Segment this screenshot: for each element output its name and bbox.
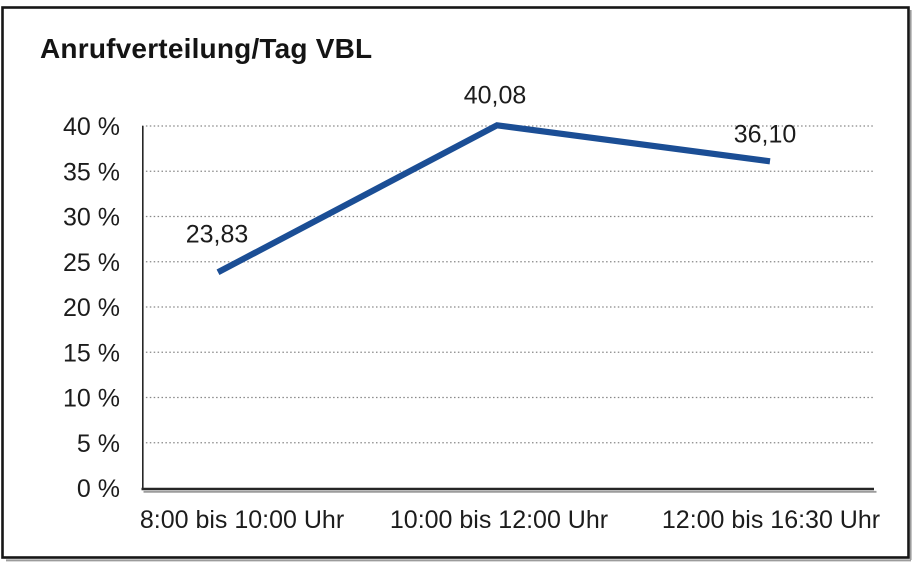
y-tick-label: 10 % [63, 385, 120, 413]
y-tick-label: 20 % [63, 294, 120, 322]
y-tick-label: 5 % [77, 430, 120, 458]
data-label: 23,83 [186, 220, 249, 248]
chart-title: Anrufverteilung/Tag VBL [40, 33, 373, 64]
data-label: 40,08 [464, 81, 527, 109]
x-tick-label: 10:00 bis 12:00 Uhr [390, 506, 608, 534]
y-tick-label: 0 % [77, 475, 120, 503]
x-tick-label: 12:00 bis 16:30 Uhr [662, 506, 880, 534]
series-line [216, 122, 771, 276]
x-tick-label: 8:00 bis 10:00 Uhr [140, 506, 344, 534]
y-tick-label: 35 % [63, 158, 120, 186]
chart-frame-border [1, 6, 910, 559]
y-tick-label: 30 % [63, 204, 120, 232]
y-tick-label: 25 % [63, 249, 120, 277]
y-tick-label: 15 % [63, 339, 120, 367]
data-label: 36,10 [734, 120, 797, 148]
y-tick-label: 40 % [63, 113, 120, 141]
